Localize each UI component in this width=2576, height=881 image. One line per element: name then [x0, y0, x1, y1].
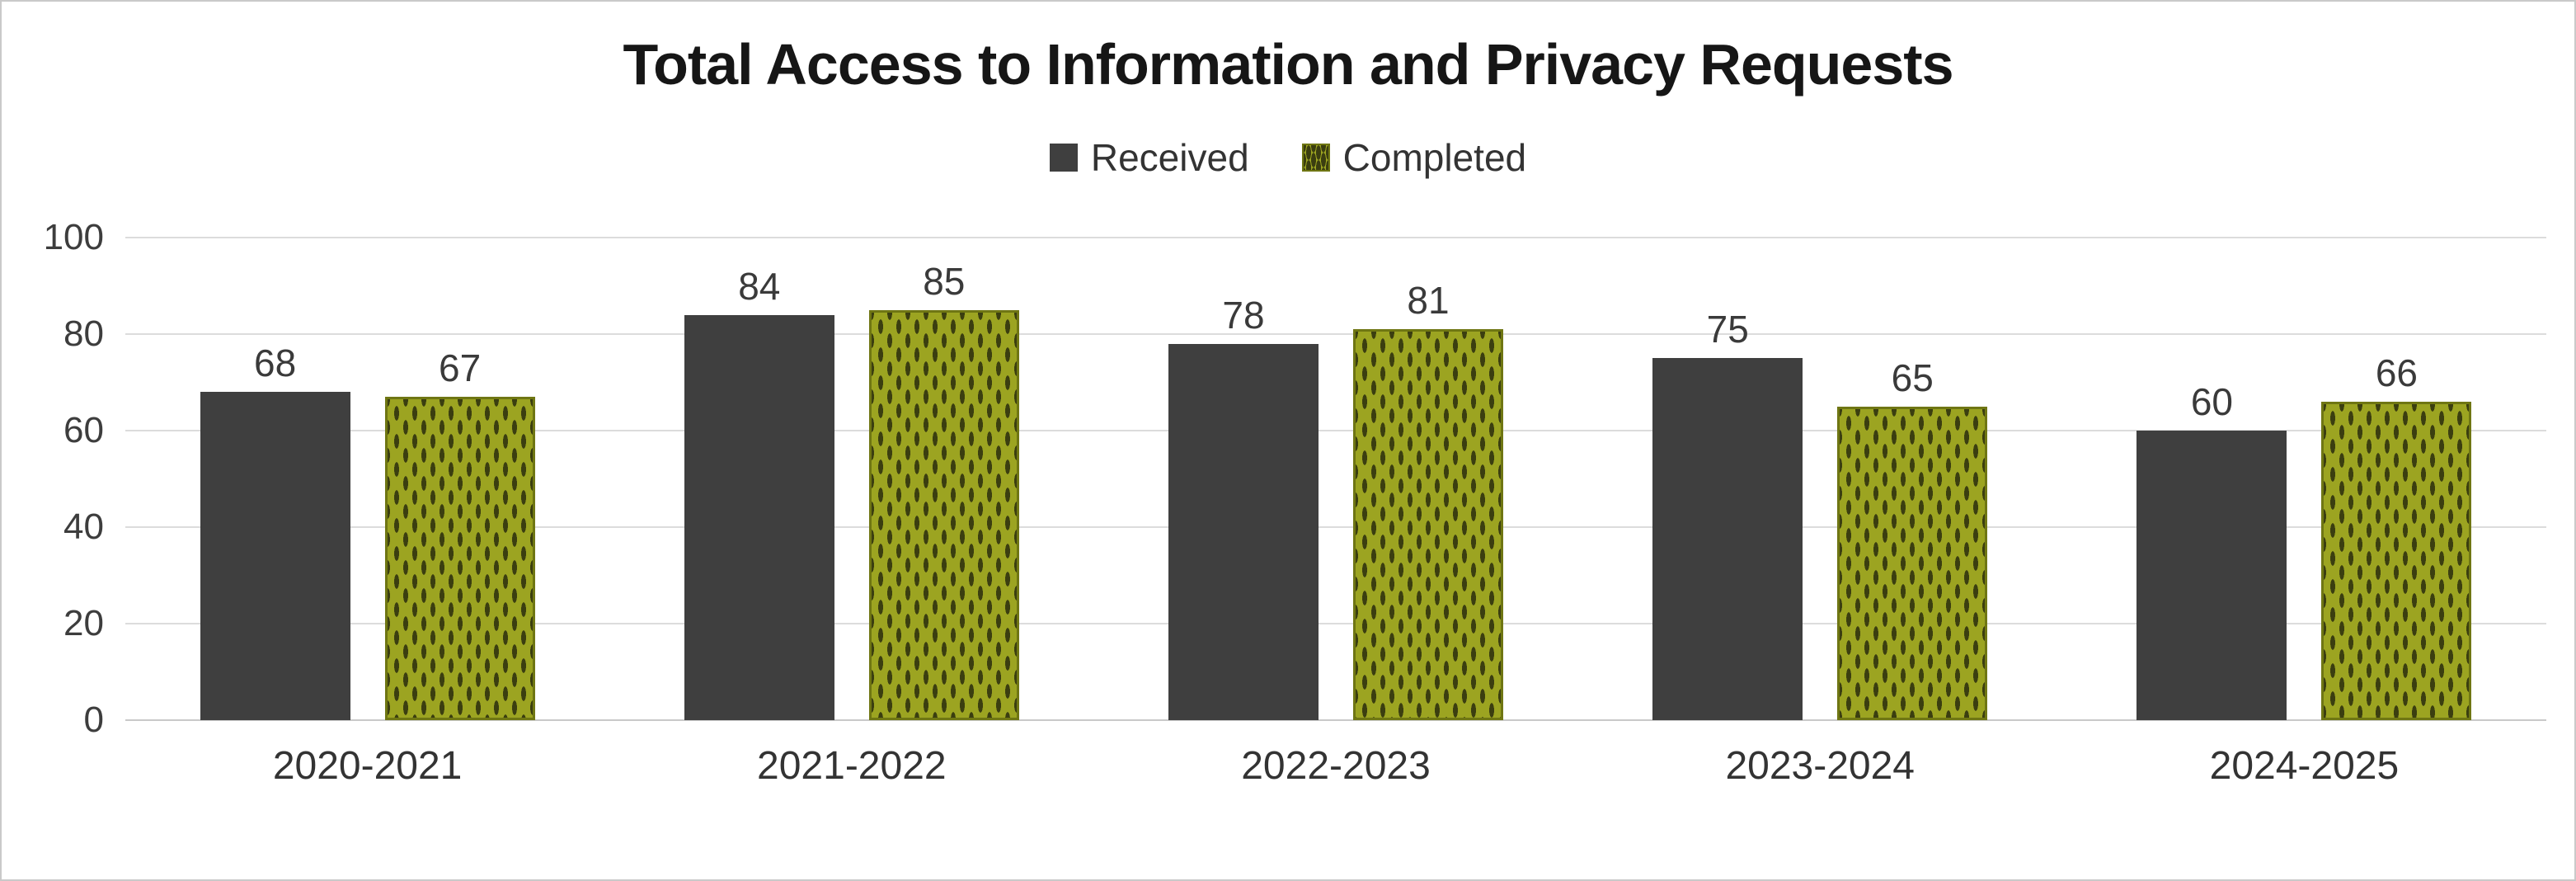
- gridline: [125, 623, 2546, 624]
- gridline: [125, 333, 2546, 335]
- bar-group: 68 67: [125, 238, 609, 720]
- chart-area: 0 20 40 60 80 100 68 67 84 85 78 81 75 65 60 66: [2, 217, 2574, 740]
- bar-wrap-completed: 85: [868, 238, 1019, 720]
- bar-group: 84 85: [609, 238, 1093, 720]
- bar-wrap-completed: 66: [2321, 238, 2472, 720]
- bar-received[interactable]: [2136, 431, 2287, 720]
- legend-item-completed[interactable]: Completed: [1301, 135, 1527, 180]
- x-tick-label: 2022-2023: [1241, 744, 1431, 788]
- bar-completed[interactable]: [1837, 406, 1988, 720]
- legend: Received Completed: [2, 135, 2574, 180]
- bar-wrap-received: 84: [684, 238, 834, 720]
- chart-title: Total Access to Information and Privacy …: [623, 32, 1954, 97]
- bar-group: 60 66: [2062, 238, 2546, 720]
- y-tick-label: 0: [83, 700, 104, 740]
- bar-value-label: 81: [1407, 279, 1450, 323]
- gridline: [125, 237, 2546, 238]
- y-tick-label: 20: [63, 603, 104, 643]
- bar-value-label: 85: [923, 259, 966, 303]
- legend-label-completed: Completed: [1342, 136, 1527, 179]
- bar-completed[interactable]: [384, 397, 535, 720]
- gridline: [125, 430, 2546, 431]
- bar-value-label: 67: [439, 346, 482, 390]
- bar-groups: 68 67 84 85 78 81 75 65 60 66: [125, 238, 2546, 720]
- bar-value-label: 78: [1222, 293, 1265, 337]
- bar-received[interactable]: [684, 314, 834, 720]
- x-tick-label: 2021-2022: [757, 744, 947, 788]
- bar-group: 78 81: [1093, 238, 1577, 720]
- bar-wrap-received: 75: [1652, 238, 1803, 720]
- bar-group: 75 65: [1578, 238, 2062, 720]
- legend-label-received: Received: [1090, 136, 1249, 179]
- legend-marker-completed: [1301, 144, 1330, 172]
- bar-value-label: 68: [254, 342, 297, 385]
- x-axis-baseline: [125, 719, 2546, 721]
- y-tick-label: 40: [63, 506, 104, 547]
- gridline: [125, 526, 2546, 528]
- y-tick-label: 60: [63, 410, 104, 450]
- y-axis: 0 20 40 60 80 100: [2, 217, 125, 740]
- plot-area: 68 67 84 85 78 81 75 65 60 66: [125, 237, 2546, 721]
- bar-value-label: 66: [2375, 351, 2418, 394]
- bar-received[interactable]: [1652, 358, 1803, 720]
- bar-value-label: 75: [1706, 308, 1749, 351]
- bar-value-label: 65: [1891, 356, 1934, 399]
- bar-wrap-completed: 67: [384, 238, 535, 720]
- bar-wrap-received: 60: [2136, 238, 2287, 720]
- x-tick-label: 2023-2024: [1725, 744, 1915, 788]
- y-tick-label: 100: [43, 217, 104, 257]
- bar-value-label: 60: [2190, 380, 2233, 423]
- bar-received[interactable]: [1168, 343, 1319, 720]
- x-tick-label: 2024-2025: [2209, 744, 2400, 788]
- x-tick-label: 2020-2021: [272, 744, 463, 788]
- bar-wrap-completed: 81: [1353, 238, 1503, 720]
- legend-item-received[interactable]: Received: [1049, 135, 1249, 180]
- bar-received[interactable]: [200, 392, 350, 720]
- bar-completed[interactable]: [1353, 329, 1503, 720]
- bar-value-label: 84: [738, 264, 781, 308]
- bar-wrap-completed: 65: [1837, 238, 1988, 720]
- bar-wrap-received: 68: [200, 238, 350, 720]
- bar-wrap-received: 78: [1168, 238, 1319, 720]
- x-axis: 2020-2021 2021-2022 2022-2023 2023-2024 2024…: [125, 743, 2546, 789]
- bar-completed[interactable]: [868, 309, 1019, 720]
- legend-marker-received: [1049, 144, 1078, 172]
- y-tick-label: 80: [63, 313, 104, 354]
- bar-completed[interactable]: [2321, 401, 2472, 720]
